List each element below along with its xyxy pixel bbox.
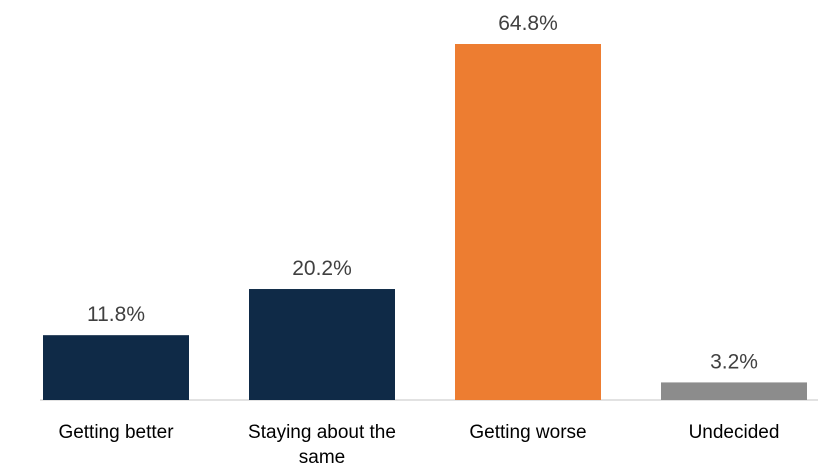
category-label-1-line-0: Staying about the [248,422,396,443]
category-label-0: Getting better [58,422,174,443]
category-label-2: Getting worse [469,422,586,443]
category-label-1-line-1: same [299,447,345,468]
data-label-3: 3.2% [710,350,758,373]
data-label-1: 20.2% [292,257,352,280]
bar-1 [249,289,395,400]
bar-3 [661,382,807,400]
bar-2 [455,44,601,400]
data-label-2: 64.8% [498,12,558,35]
category-label-3: Undecided [689,422,780,443]
bar-0 [43,335,189,400]
data-label-0: 11.8% [87,303,145,326]
